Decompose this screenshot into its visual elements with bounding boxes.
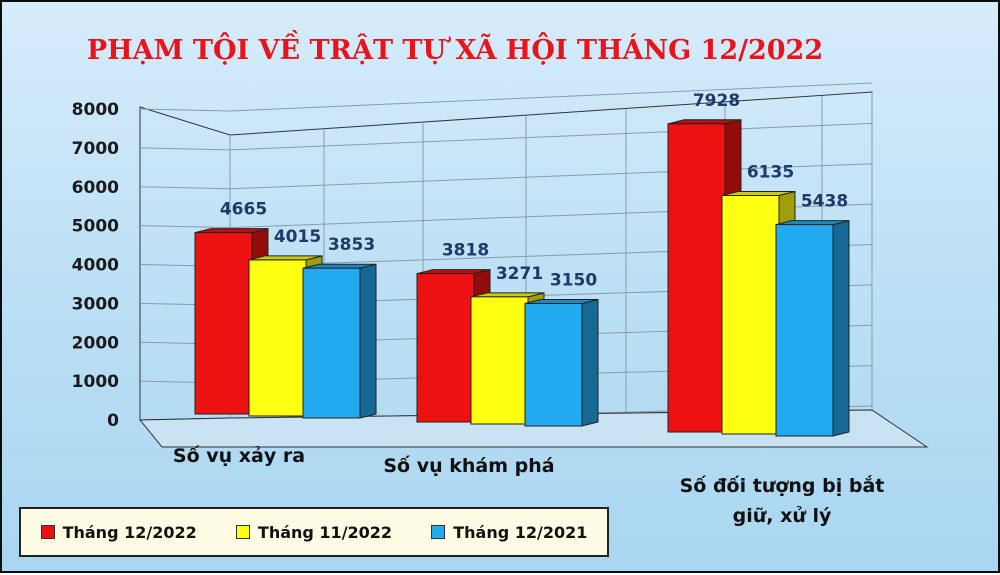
category-label-line-0: Số đối tượng bị bắt	[680, 474, 885, 497]
legend-label-1: Tháng 12/2022	[62, 522, 197, 542]
data-label-2-0: 7928	[693, 91, 740, 111]
y-tick-label-4: 4000	[72, 256, 119, 276]
y-tick-label-6: 6000	[72, 178, 119, 198]
y-tick-label-7: 7000	[72, 139, 119, 159]
y-tick-label-2: 2000	[72, 333, 119, 353]
legend-label-2: Tháng 11/2022	[257, 522, 393, 542]
category-label-0: Số vụ xảy ra	[173, 444, 305, 467]
bar-0-0	[194, 232, 253, 415]
grid-side-5	[139, 225, 231, 229]
bar-0-1	[248, 259, 307, 417]
category-labels: Số vụ xảy ra Số vụ khám phá Số đối tượng b…	[173, 444, 884, 527]
category-label-1: Số vụ khám phá	[383, 454, 554, 477]
data-label-1-0: 3818	[442, 241, 489, 261]
legend-swatch-1	[40, 525, 55, 539]
bar-2-1	[721, 195, 780, 435]
chart-title: PHẠM TỘI VỀ TRẬT TỰ XÃ HỘI THÁNG 12/2022	[87, 29, 823, 66]
bar-1-0	[416, 273, 475, 423]
grid-side-8	[139, 108, 231, 112]
grid-side-6	[139, 186, 231, 190]
gridline-8	[229, 82, 873, 112]
bar-1-1	[470, 296, 529, 425]
legend-item-1: Tháng 12/2022	[40, 522, 197, 542]
data-label-1-1: 3271	[496, 264, 543, 284]
legend-swatch-2	[235, 525, 250, 539]
data-label-2-2: 5438	[801, 192, 848, 212]
bar-side-1-2	[581, 298, 599, 427]
gridline-7	[229, 122, 873, 151]
category-label-2: Số đối tượng bị bắt giữ, xử lý	[680, 474, 885, 527]
data-label-1-2: 3150	[550, 271, 597, 291]
data-label-0-0: 4665	[220, 200, 267, 220]
y-tick-label-3: 3000	[72, 294, 119, 314]
data-label-0-2: 3853	[328, 235, 375, 255]
legend-item-2: Tháng 11/2022	[235, 522, 393, 542]
y-tick-label-1: 1000	[72, 372, 119, 392]
bar-side-0-2	[359, 263, 377, 419]
bar-2-2	[775, 224, 834, 437]
bars	[194, 119, 850, 437]
y-tick-label-5: 5000	[72, 217, 119, 237]
grid-side-7	[139, 147, 231, 151]
y-tick-label-0: 0	[107, 411, 119, 431]
legend-label-3: Tháng 12/2021	[453, 522, 588, 542]
legend-item-3: Tháng 12/2021	[431, 523, 587, 542]
bar-side-2-2	[832, 219, 850, 437]
bar-0-2	[302, 267, 361, 419]
data-label-0-1: 4015	[274, 227, 321, 247]
legend: Tháng 12/2022 Tháng 11/2022 Tháng 12/202…	[19, 507, 609, 557]
category-label-line-1: giữ, xử lý	[733, 505, 832, 527]
gridline-6	[229, 163, 873, 190]
y-tick-label-8: 8000	[72, 100, 119, 120]
data-labels: 4665 4015 3853 3818 3271 3150 7928 6135 5438	[220, 91, 848, 291]
legend-swatch-3	[431, 525, 446, 539]
bar-1-2	[524, 303, 583, 427]
bar-2-0	[667, 123, 726, 433]
data-label-2-1: 6135	[747, 163, 794, 183]
